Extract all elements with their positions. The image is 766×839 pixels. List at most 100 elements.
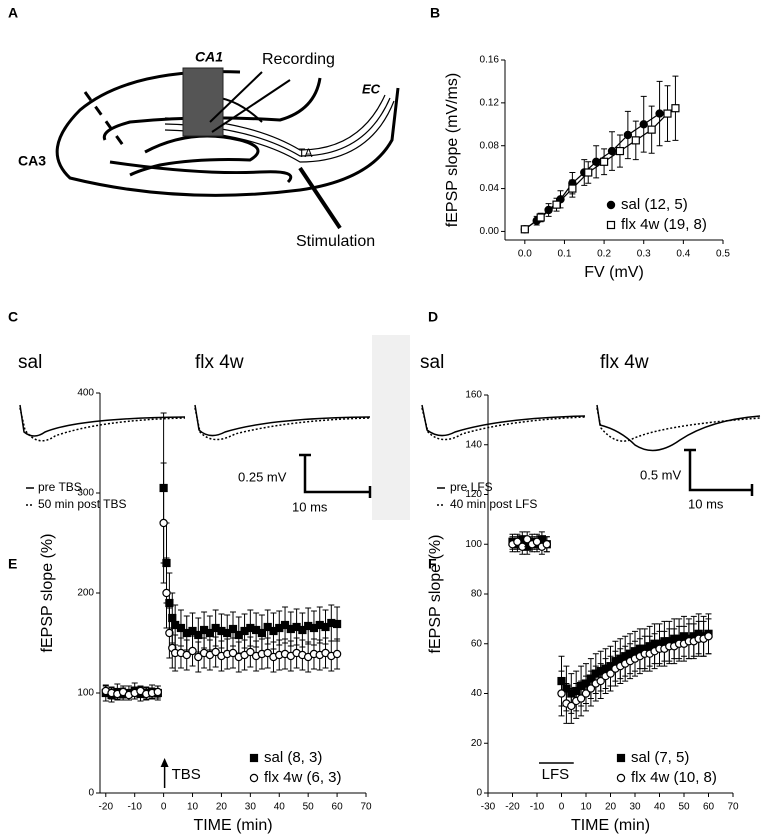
scale-label: 0.5 mV	[640, 467, 682, 482]
marker	[623, 130, 633, 140]
marker	[194, 652, 203, 662]
x-tick-label: 0.3	[637, 249, 651, 260]
x-tick-label: 20	[605, 802, 617, 813]
x-tick-label: 30	[245, 802, 257, 813]
marker	[513, 537, 522, 546]
annotation: LFS	[542, 766, 570, 783]
trace-legend: 40 min post LFS	[450, 497, 537, 511]
marker	[584, 168, 593, 177]
y-tick-label: 60	[471, 638, 483, 649]
diagram-label: TA	[298, 146, 312, 160]
x-tick-label: 40	[274, 802, 286, 813]
marker	[532, 537, 542, 546]
marker	[536, 213, 545, 222]
y-tick-label: 40	[471, 688, 483, 699]
diagram-label: EC	[362, 81, 381, 96]
marker	[520, 225, 529, 234]
annotation-arrow	[160, 758, 169, 767]
marker	[704, 632, 713, 641]
y-tick-label: 140	[465, 439, 482, 450]
diagram-label: CA1	[195, 49, 223, 65]
marker	[194, 630, 203, 640]
y-tick-label: 0.04	[480, 183, 500, 194]
marker	[263, 648, 272, 658]
y-tick-label: 20	[471, 738, 483, 749]
y-tick-label: 0.12	[480, 97, 500, 108]
marker	[671, 104, 680, 113]
x-tick-label: -20	[99, 802, 114, 813]
legend-marker	[616, 753, 626, 763]
marker	[552, 200, 561, 209]
group-label: sal	[420, 352, 444, 373]
marker	[607, 146, 617, 156]
x-tick-label: 70	[727, 802, 739, 813]
marker	[165, 628, 174, 638]
x-axis-label: FV (mV)	[584, 264, 644, 281]
marker	[162, 588, 171, 598]
trace-legend: 50 min post TBS	[38, 497, 127, 511]
marker	[615, 146, 625, 156]
annotation: TBS	[172, 766, 201, 783]
marker	[211, 647, 220, 657]
marker	[176, 623, 186, 633]
marker	[599, 157, 609, 166]
y-axis-label: fEPSP slope (%)	[427, 535, 444, 654]
x-tick-label: 60	[703, 802, 715, 813]
marker	[591, 157, 601, 166]
group-label: flx 4w	[600, 352, 649, 373]
legend-label: flx 4w (19, 8)	[621, 216, 707, 233]
group-label: flx 4w	[195, 352, 244, 373]
y-axis-label: fEPSP slope (%)	[39, 534, 56, 653]
legend-label: flx 4w (10, 8)	[631, 769, 717, 786]
marker	[639, 120, 648, 129]
x-tick-label: -30	[481, 802, 496, 813]
diagram-label: Recording	[262, 51, 335, 68]
panel-label: D	[428, 309, 438, 325]
scale-label: 10 ms	[292, 499, 328, 514]
x-tick-label: -20	[505, 802, 520, 813]
y-tick-label: 200	[77, 588, 94, 599]
y-tick-label: 400	[77, 388, 94, 399]
marker	[228, 624, 238, 634]
legend-label: sal (7, 5)	[631, 749, 689, 766]
legend-marker	[606, 200, 616, 210]
x-tick-label: 0	[559, 802, 565, 813]
y-tick-label: 0.00	[480, 226, 500, 237]
x-tick-label: 40	[654, 802, 666, 813]
marker	[557, 689, 566, 698]
trace-legend: pre LFS	[450, 480, 493, 494]
x-tick-label: 20	[216, 802, 228, 813]
x-tick-label: 50	[678, 802, 690, 813]
marker	[596, 676, 605, 686]
hippocampus-diagram	[55, 67, 400, 230]
x-tick-label: -10	[530, 802, 545, 813]
marker	[228, 648, 238, 658]
scale-label: 0.25 mV	[238, 469, 287, 484]
x-axis-label: TIME (min)	[571, 817, 650, 834]
diagram-label: CA3	[18, 153, 46, 169]
y-tick-label: 0	[88, 788, 94, 799]
marker	[188, 646, 197, 656]
separator	[372, 335, 410, 520]
x-tick-label: 60	[332, 802, 344, 813]
legend-marker	[606, 220, 616, 230]
marker	[576, 694, 586, 703]
y-tick-label: 0.16	[480, 55, 500, 66]
marker	[257, 628, 267, 638]
marker	[586, 684, 596, 693]
marker	[663, 109, 672, 118]
marker	[205, 628, 214, 638]
panel-label: B	[430, 5, 440, 21]
x-tick-label: 30	[629, 802, 641, 813]
marker	[568, 184, 577, 193]
x-tick-label: -10	[127, 802, 142, 813]
y-tick-label: 0	[476, 788, 482, 799]
scale-label: 10 ms	[688, 496, 724, 511]
y-tick-label: 80	[471, 589, 483, 600]
panel-label: A	[8, 5, 18, 21]
x-tick-label: 0.5	[716, 249, 730, 260]
legend-marker	[616, 773, 626, 783]
marker	[246, 647, 255, 657]
panel-label: C	[8, 309, 18, 325]
